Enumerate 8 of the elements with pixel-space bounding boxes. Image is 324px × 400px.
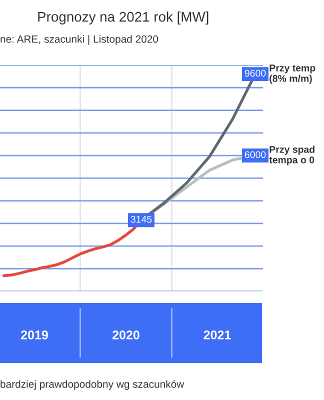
chart-title: Prognozy na 2021 rok [MW] [38,12,208,24]
x-tick-label: 2021 [204,330,231,340]
text: bardziej prawdopodobny wg szacunków [0,380,184,390]
x-tick-label: 2020 [112,330,140,340]
x-tick-label: 2019 [21,330,48,340]
annotation: Przy temp (8% m/m) [270,64,316,84]
chart-subtitle: ne: ARE, szacunki | Listopad 2020 [0,35,158,45]
annotation: Przy spad tempa o 0 [269,146,314,166]
